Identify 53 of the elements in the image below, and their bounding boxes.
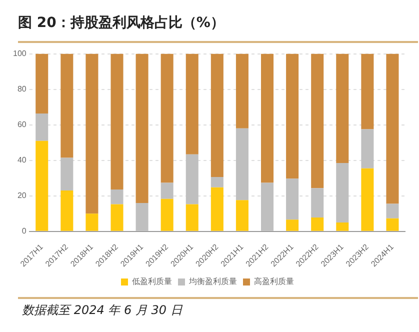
bar bbox=[186, 204, 198, 231]
bar bbox=[286, 54, 299, 179]
bar bbox=[361, 54, 374, 130]
bar bbox=[236, 54, 248, 128]
bar bbox=[60, 158, 74, 191]
bar bbox=[236, 200, 248, 231]
bar bbox=[311, 188, 324, 218]
bar bbox=[136, 54, 148, 203]
bar bbox=[36, 113, 48, 141]
legend-label: 均衡盈利质量 bbox=[188, 277, 237, 286]
bar bbox=[386, 204, 399, 218]
bar bbox=[86, 54, 98, 214]
bar bbox=[86, 214, 98, 231]
bar bbox=[286, 178, 299, 220]
bar bbox=[311, 54, 324, 188]
bar bbox=[286, 220, 299, 231]
bar bbox=[261, 182, 274, 231]
y-tick-label: 60 bbox=[17, 120, 27, 130]
chart-title: 图 20：持股盈利风格占比（%） bbox=[18, 14, 224, 32]
bar bbox=[261, 54, 274, 183]
bar bbox=[60, 190, 74, 231]
bar bbox=[36, 54, 48, 114]
bar bbox=[236, 128, 248, 200]
bar bbox=[110, 189, 124, 204]
bar bbox=[386, 54, 399, 204]
bar bbox=[386, 218, 399, 231]
bar bbox=[186, 54, 198, 154]
bar bbox=[361, 129, 374, 168]
bar bbox=[336, 222, 349, 231]
bar bbox=[311, 218, 324, 231]
y-tick-label: 80 bbox=[17, 84, 27, 94]
y-tick-label: 40 bbox=[17, 156, 27, 165]
bar bbox=[110, 54, 124, 190]
bar bbox=[36, 140, 48, 231]
bar bbox=[210, 177, 224, 188]
bar bbox=[160, 54, 174, 183]
bar bbox=[110, 204, 124, 231]
bar bbox=[336, 54, 349, 164]
bar bbox=[160, 182, 174, 199]
bar bbox=[210, 54, 224, 178]
bar bbox=[336, 163, 349, 223]
text: 数据截至 2024 年 6 月 30 日 bbox=[22, 302, 182, 319]
bar bbox=[136, 202, 148, 231]
bar bbox=[186, 154, 198, 204]
bar bbox=[361, 168, 374, 231]
y-tick-label: 100 bbox=[12, 49, 27, 58]
bar bbox=[60, 54, 74, 158]
bar bbox=[160, 198, 174, 231]
bar bbox=[210, 187, 224, 231]
y-tick-label: 0 bbox=[22, 226, 27, 236]
legend-label: 低盈利质量 bbox=[132, 277, 172, 286]
legend-label: 高盈利质量 bbox=[254, 277, 294, 286]
y-tick-label: 20 bbox=[17, 191, 27, 200]
